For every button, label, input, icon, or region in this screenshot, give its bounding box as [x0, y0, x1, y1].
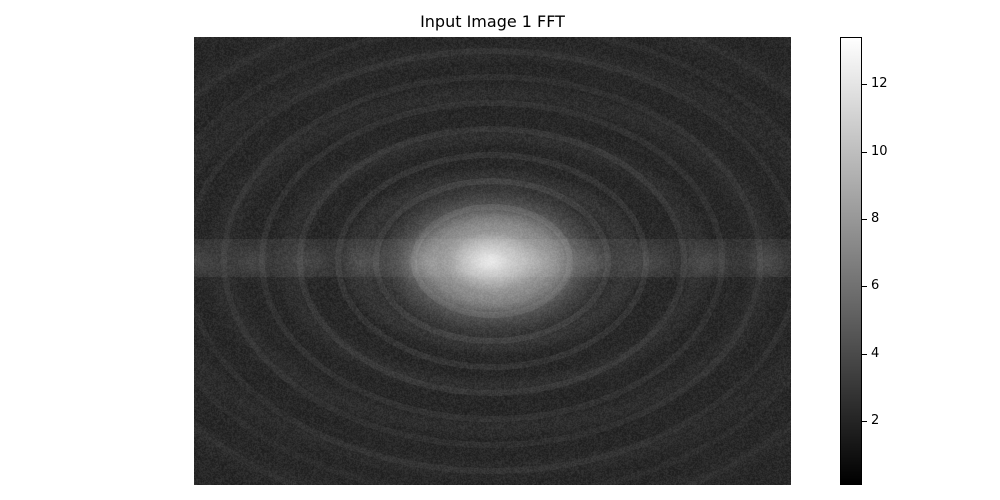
colorbar-tick-label: 6	[871, 279, 879, 293]
colorbar-tick-label: 4	[871, 347, 879, 361]
colorbar-tick-label: 10	[871, 145, 888, 159]
colorbar-tick-label: 2	[871, 414, 879, 428]
colorbar-tick	[862, 152, 867, 153]
colorbar	[840, 37, 862, 485]
fft-heatmap	[194, 37, 791, 485]
colorbar-tick	[862, 286, 867, 287]
colorbar-tick	[862, 219, 867, 220]
chart-title: Input Image 1 FFT	[194, 12, 791, 31]
colorbar-tick	[862, 354, 867, 355]
colorbar-tick	[862, 421, 867, 422]
colorbar-tick	[862, 84, 867, 85]
colorbar-tick-label: 8	[871, 212, 879, 226]
dc-peak-glow	[377, 179, 607, 343]
colorbar-gradient	[841, 38, 861, 484]
fft-heatmap-overlay	[194, 37, 791, 485]
colorbar-tick-label: 12	[871, 77, 888, 91]
